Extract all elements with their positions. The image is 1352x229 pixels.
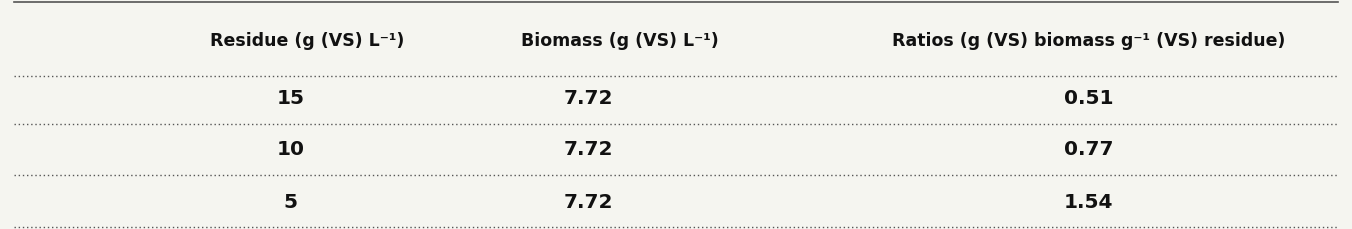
Text: Biomass (g (VS) L⁻¹): Biomass (g (VS) L⁻¹) [521, 32, 718, 50]
Text: Residue (g (VS) L⁻¹): Residue (g (VS) L⁻¹) [210, 32, 404, 50]
Text: 10: 10 [277, 139, 304, 158]
Text: 0.77: 0.77 [1064, 139, 1113, 158]
Text: 1.54: 1.54 [1064, 192, 1113, 211]
Text: 7.72: 7.72 [564, 139, 612, 158]
Text: Ratios (g (VS) biomass g⁻¹ (VS) residue): Ratios (g (VS) biomass g⁻¹ (VS) residue) [892, 32, 1286, 50]
Text: 5: 5 [284, 192, 297, 211]
Text: 7.72: 7.72 [564, 192, 612, 211]
Text: 15: 15 [277, 89, 304, 108]
Text: 0.51: 0.51 [1064, 89, 1113, 108]
Text: 7.72: 7.72 [564, 89, 612, 108]
